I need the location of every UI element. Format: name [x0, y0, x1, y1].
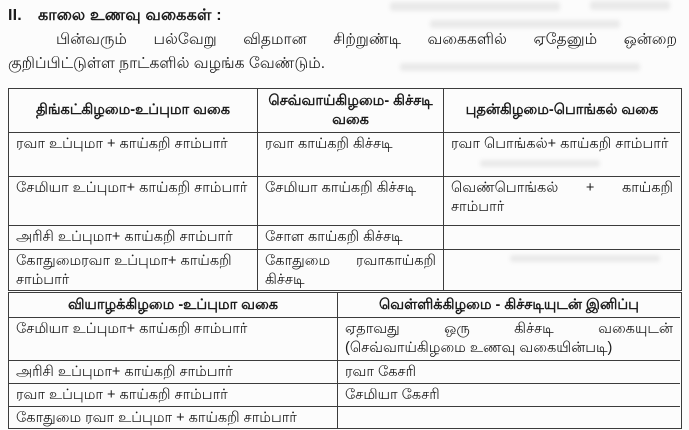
table-cell-empty	[444, 250, 680, 290]
breakfast-table-mon-tue-wed: திங்கட்கிழமை-உப்புமா வகை செவ்வாய்கிழமை- …	[8, 88, 682, 291]
table-cell: அரிசி உப்புமா+ காய்கறி சாம்பார்	[9, 226, 258, 250]
table-cell: சோள காய்கறி கிச்சடி	[258, 226, 444, 250]
scan-artifact	[430, 20, 620, 28]
thursday-column-header: வியாழக்கிழமை -உப்புமா வகை	[9, 293, 338, 318]
table-cell: ரவா உப்புமா + காய்கறி சாம்பார்	[9, 133, 258, 177]
table-cell: சேமியா உப்புமா+ காய்கறி சாம்பார்	[9, 177, 258, 226]
table-cell: கோதுமை ரவாகாய்கறி கிச்சடி	[258, 250, 444, 290]
table-cell-empty	[338, 407, 680, 428]
table-cell: சேமியா காய்கறி கிச்சடி	[258, 177, 444, 226]
table-cell: ரவா கேசரி	[338, 361, 680, 384]
table-cell: ரவா காய்கறி கிச்சடி	[258, 133, 444, 177]
table-cell: கோதுமைரவா உப்புமா+ காய்கறி சாம்பார்	[9, 250, 258, 290]
table-cell: ஏதாவது ஒரு கிச்சடி வகையுடன் (செவ்வாய்கிழ…	[338, 318, 680, 361]
wednesday-column-header: புதன்கிழமை-பொங்கல் வகை	[444, 89, 680, 133]
table-cell: ரவா பொங்கல்+ காய்கறி சாம்பார்	[444, 133, 680, 177]
scan-artifact	[590, 1, 670, 10]
scan-artifact	[400, 63, 640, 71]
section-number: II.	[8, 7, 22, 24]
table-cell-empty	[444, 226, 680, 250]
table-cell: அரிசி உப்புமா+ காய்கறி சாம்பார்	[9, 361, 338, 384]
tuesday-column-header: செவ்வாய்கிழமை- கிச்சடி வகை	[258, 89, 444, 133]
table-cell: சேமியா உப்புமா+ காய்கறி சாம்பார்	[9, 318, 338, 361]
table-cell: கோதுமை ரவா உப்புமா + காய்கறி சாம்பார்	[9, 407, 338, 428]
scan-artifact	[390, 2, 560, 11]
intro-paragraph-line-2: குறிப்பிட்டுள்ள நாட்களில் வழங்க வேண்டும்…	[8, 55, 326, 72]
section-heading: II. காலை உணவு வகைகள் :	[8, 6, 222, 26]
table-cell: ரவா உப்புமா + காய்கறி சாம்பார்	[9, 384, 338, 407]
breakfast-table-thu-fri: வியாழக்கிழமை -உப்புமா வகை வெள்ளிக்கிழமை …	[8, 292, 682, 429]
friday-column-header: வெள்ளிக்கிழமை - கிச்சடியுடன் இனிப்பு	[338, 293, 680, 318]
table-cell: சேமியா கேசரி	[338, 384, 680, 407]
intro-paragraph-line-1: பின்வரும் பல்வேறு விதமான சிற்றுண்டி வகைக…	[56, 31, 677, 48]
section-title: காலை உணவு வகைகள் :	[38, 7, 222, 24]
monday-column-header: திங்கட்கிழமை-உப்புமா வகை	[9, 89, 258, 133]
table-cell: வெண்பொங்கல் + காய்கறி சாம்பார்	[444, 177, 680, 226]
